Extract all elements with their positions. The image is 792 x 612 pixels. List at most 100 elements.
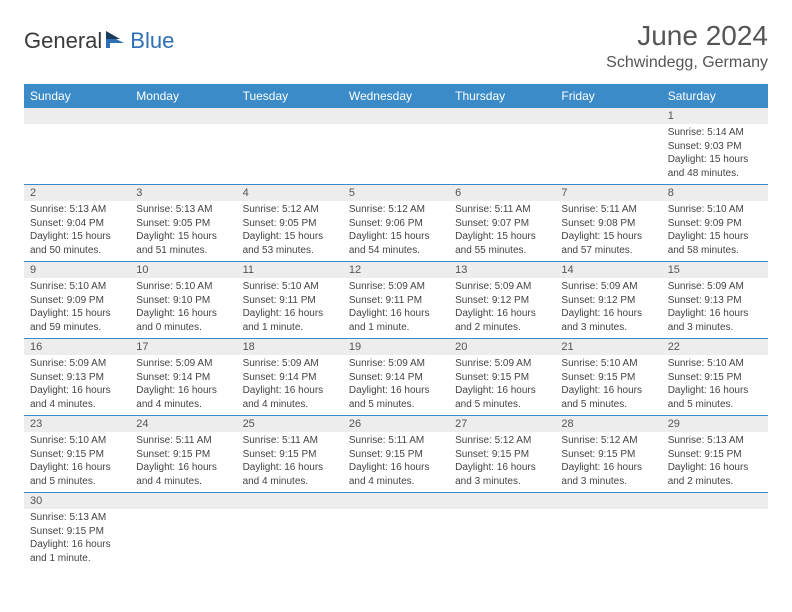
day-details: Sunrise: 5:10 AMSunset: 9:09 PMDaylight:… — [24, 278, 130, 338]
daylight-line: Daylight: 15 hours and 53 minutes. — [243, 230, 337, 257]
calendar-cell-empty — [662, 493, 768, 570]
calendar-cell: 26Sunrise: 5:11 AMSunset: 9:15 PMDayligh… — [343, 416, 449, 493]
sunrise-line: Sunrise: 5:10 AM — [561, 357, 655, 371]
day-details: Sunrise: 5:10 AMSunset: 9:15 PMDaylight:… — [24, 432, 130, 492]
sunset-line: Sunset: 9:15 PM — [561, 448, 655, 462]
calendar-cell: 22Sunrise: 5:10 AMSunset: 9:15 PMDayligh… — [662, 339, 768, 416]
logo-text-blue: Blue — [130, 28, 174, 54]
weekday-header: Thursday — [449, 84, 555, 108]
daylight-line: Daylight: 16 hours and 5 minutes. — [668, 384, 762, 411]
day-details: Sunrise: 5:09 AMSunset: 9:13 PMDaylight:… — [24, 355, 130, 415]
calendar-cell: 29Sunrise: 5:13 AMSunset: 9:15 PMDayligh… — [662, 416, 768, 493]
weekday-header: Tuesday — [237, 84, 343, 108]
day-details: Sunrise: 5:12 AMSunset: 9:06 PMDaylight:… — [343, 201, 449, 261]
daylight-line: Daylight: 16 hours and 4 minutes. — [136, 461, 230, 488]
day-number: 22 — [662, 339, 768, 355]
day-number: 29 — [662, 416, 768, 432]
daylight-line: Daylight: 16 hours and 5 minutes. — [561, 384, 655, 411]
day-number-bar-empty — [555, 493, 661, 509]
calendar-cell: 5Sunrise: 5:12 AMSunset: 9:06 PMDaylight… — [343, 185, 449, 262]
day-number: 19 — [343, 339, 449, 355]
day-number-bar-empty — [555, 108, 661, 124]
day-number: 9 — [24, 262, 130, 278]
month-title: June 2024 — [606, 20, 768, 52]
sunset-line: Sunset: 9:09 PM — [30, 294, 124, 308]
sunset-line: Sunset: 9:14 PM — [349, 371, 443, 385]
day-number-bar-empty — [237, 493, 343, 509]
sunset-line: Sunset: 9:11 PM — [349, 294, 443, 308]
daylight-line: Daylight: 16 hours and 2 minutes. — [455, 307, 549, 334]
sunrise-line: Sunrise: 5:09 AM — [455, 280, 549, 294]
sunrise-line: Sunrise: 5:10 AM — [136, 280, 230, 294]
day-number: 17 — [130, 339, 236, 355]
calendar-week: 9Sunrise: 5:10 AMSunset: 9:09 PMDaylight… — [24, 262, 768, 339]
calendar-cell-empty — [449, 108, 555, 185]
day-details: Sunrise: 5:09 AMSunset: 9:12 PMDaylight:… — [555, 278, 661, 338]
day-number-bar-empty — [449, 108, 555, 124]
calendar-week: 1Sunrise: 5:14 AMSunset: 9:03 PMDaylight… — [24, 108, 768, 185]
calendar-table: SundayMondayTuesdayWednesdayThursdayFrid… — [24, 84, 768, 569]
day-number-bar-empty — [343, 493, 449, 509]
day-number: 1 — [662, 108, 768, 124]
sunrise-line: Sunrise: 5:12 AM — [455, 434, 549, 448]
calendar-cell: 7Sunrise: 5:11 AMSunset: 9:08 PMDaylight… — [555, 185, 661, 262]
sunrise-line: Sunrise: 5:13 AM — [30, 511, 124, 525]
sunrise-line: Sunrise: 5:11 AM — [561, 203, 655, 217]
calendar-cell: 14Sunrise: 5:09 AMSunset: 9:12 PMDayligh… — [555, 262, 661, 339]
day-number: 27 — [449, 416, 555, 432]
daylight-line: Daylight: 16 hours and 5 minutes. — [349, 384, 443, 411]
day-details: Sunrise: 5:13 AMSunset: 9:05 PMDaylight:… — [130, 201, 236, 261]
sunrise-line: Sunrise: 5:10 AM — [30, 280, 124, 294]
day-details: Sunrise: 5:11 AMSunset: 9:15 PMDaylight:… — [343, 432, 449, 492]
sunrise-line: Sunrise: 5:09 AM — [243, 357, 337, 371]
sunset-line: Sunset: 9:06 PM — [349, 217, 443, 231]
calendar-cell-empty — [555, 108, 661, 185]
sunset-line: Sunset: 9:15 PM — [243, 448, 337, 462]
day-details: Sunrise: 5:09 AMSunset: 9:14 PMDaylight:… — [237, 355, 343, 415]
calendar-cell: 30Sunrise: 5:13 AMSunset: 9:15 PMDayligh… — [24, 493, 130, 570]
daylight-line: Daylight: 16 hours and 3 minutes. — [455, 461, 549, 488]
sunrise-line: Sunrise: 5:09 AM — [349, 280, 443, 294]
day-details: Sunrise: 5:09 AMSunset: 9:11 PMDaylight:… — [343, 278, 449, 338]
sunset-line: Sunset: 9:05 PM — [243, 217, 337, 231]
day-details: Sunrise: 5:11 AMSunset: 9:08 PMDaylight:… — [555, 201, 661, 261]
sunset-line: Sunset: 9:12 PM — [455, 294, 549, 308]
daylight-line: Daylight: 16 hours and 5 minutes. — [455, 384, 549, 411]
weekday-header: Saturday — [662, 84, 768, 108]
sunrise-line: Sunrise: 5:09 AM — [455, 357, 549, 371]
daylight-line: Daylight: 15 hours and 48 minutes. — [668, 153, 762, 180]
calendar-cell: 25Sunrise: 5:11 AMSunset: 9:15 PMDayligh… — [237, 416, 343, 493]
day-number: 7 — [555, 185, 661, 201]
sunrise-line: Sunrise: 5:10 AM — [30, 434, 124, 448]
day-number: 10 — [130, 262, 236, 278]
calendar-cell: 4Sunrise: 5:12 AMSunset: 9:05 PMDaylight… — [237, 185, 343, 262]
day-details: Sunrise: 5:12 AMSunset: 9:05 PMDaylight:… — [237, 201, 343, 261]
weekday-header: Wednesday — [343, 84, 449, 108]
sunrise-line: Sunrise: 5:12 AM — [561, 434, 655, 448]
sunset-line: Sunset: 9:03 PM — [668, 140, 762, 154]
day-details: Sunrise: 5:14 AMSunset: 9:03 PMDaylight:… — [662, 124, 768, 184]
calendar-cell: 1Sunrise: 5:14 AMSunset: 9:03 PMDaylight… — [662, 108, 768, 185]
sunrise-line: Sunrise: 5:12 AM — [349, 203, 443, 217]
calendar-cell: 10Sunrise: 5:10 AMSunset: 9:10 PMDayligh… — [130, 262, 236, 339]
calendar-body: 1Sunrise: 5:14 AMSunset: 9:03 PMDaylight… — [24, 108, 768, 569]
day-details: Sunrise: 5:10 AMSunset: 9:09 PMDaylight:… — [662, 201, 768, 261]
sunset-line: Sunset: 9:09 PM — [668, 217, 762, 231]
day-number: 4 — [237, 185, 343, 201]
day-number-bar-empty — [130, 493, 236, 509]
sunset-line: Sunset: 9:15 PM — [455, 371, 549, 385]
daylight-line: Daylight: 16 hours and 4 minutes. — [136, 384, 230, 411]
day-details: Sunrise: 5:10 AMSunset: 9:15 PMDaylight:… — [555, 355, 661, 415]
day-details: Sunrise: 5:10 AMSunset: 9:11 PMDaylight:… — [237, 278, 343, 338]
calendar-cell: 16Sunrise: 5:09 AMSunset: 9:13 PMDayligh… — [24, 339, 130, 416]
day-number: 28 — [555, 416, 661, 432]
calendar-cell: 19Sunrise: 5:09 AMSunset: 9:14 PMDayligh… — [343, 339, 449, 416]
sunset-line: Sunset: 9:15 PM — [30, 525, 124, 539]
daylight-line: Daylight: 15 hours and 51 minutes. — [136, 230, 230, 257]
calendar-cell: 8Sunrise: 5:10 AMSunset: 9:09 PMDaylight… — [662, 185, 768, 262]
day-number: 8 — [662, 185, 768, 201]
day-details: Sunrise: 5:13 AMSunset: 9:04 PMDaylight:… — [24, 201, 130, 261]
logo-text-dark: General — [24, 28, 102, 54]
sunrise-line: Sunrise: 5:14 AM — [668, 126, 762, 140]
calendar-week: 2Sunrise: 5:13 AMSunset: 9:04 PMDaylight… — [24, 185, 768, 262]
